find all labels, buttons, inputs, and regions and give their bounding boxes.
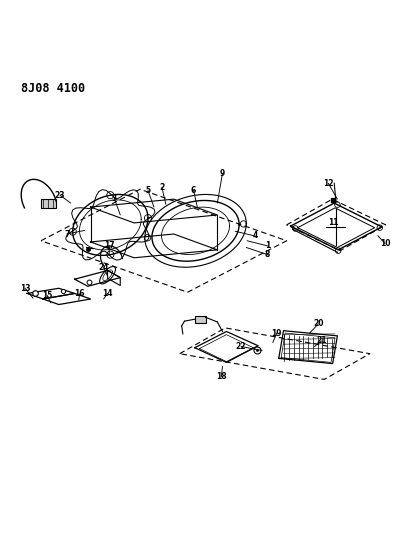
FancyBboxPatch shape (41, 199, 56, 208)
Text: 23: 23 (55, 191, 65, 200)
Text: 9: 9 (220, 169, 225, 178)
FancyBboxPatch shape (195, 316, 206, 323)
Text: 4: 4 (252, 231, 258, 240)
Text: 3: 3 (112, 194, 117, 203)
Text: 15: 15 (42, 290, 52, 300)
Text: 20: 20 (313, 319, 324, 328)
Text: 2: 2 (159, 183, 164, 192)
Text: 6: 6 (191, 186, 196, 195)
Text: 1: 1 (265, 241, 270, 251)
Text: 10: 10 (380, 239, 390, 248)
Text: 22: 22 (236, 342, 246, 351)
Text: 7: 7 (64, 230, 69, 238)
Text: 21: 21 (316, 336, 327, 345)
Text: 8J08 4100: 8J08 4100 (21, 82, 85, 95)
Text: 24: 24 (99, 263, 109, 272)
Text: 16: 16 (75, 289, 85, 298)
Text: 19: 19 (271, 328, 282, 337)
Text: 17: 17 (104, 241, 115, 251)
Text: 8: 8 (265, 250, 271, 259)
Text: 12: 12 (323, 179, 334, 188)
Text: 14: 14 (102, 289, 113, 298)
Text: 5: 5 (145, 186, 150, 195)
Text: 11: 11 (328, 219, 339, 228)
Text: 18: 18 (216, 372, 227, 381)
Text: 13: 13 (20, 284, 30, 293)
